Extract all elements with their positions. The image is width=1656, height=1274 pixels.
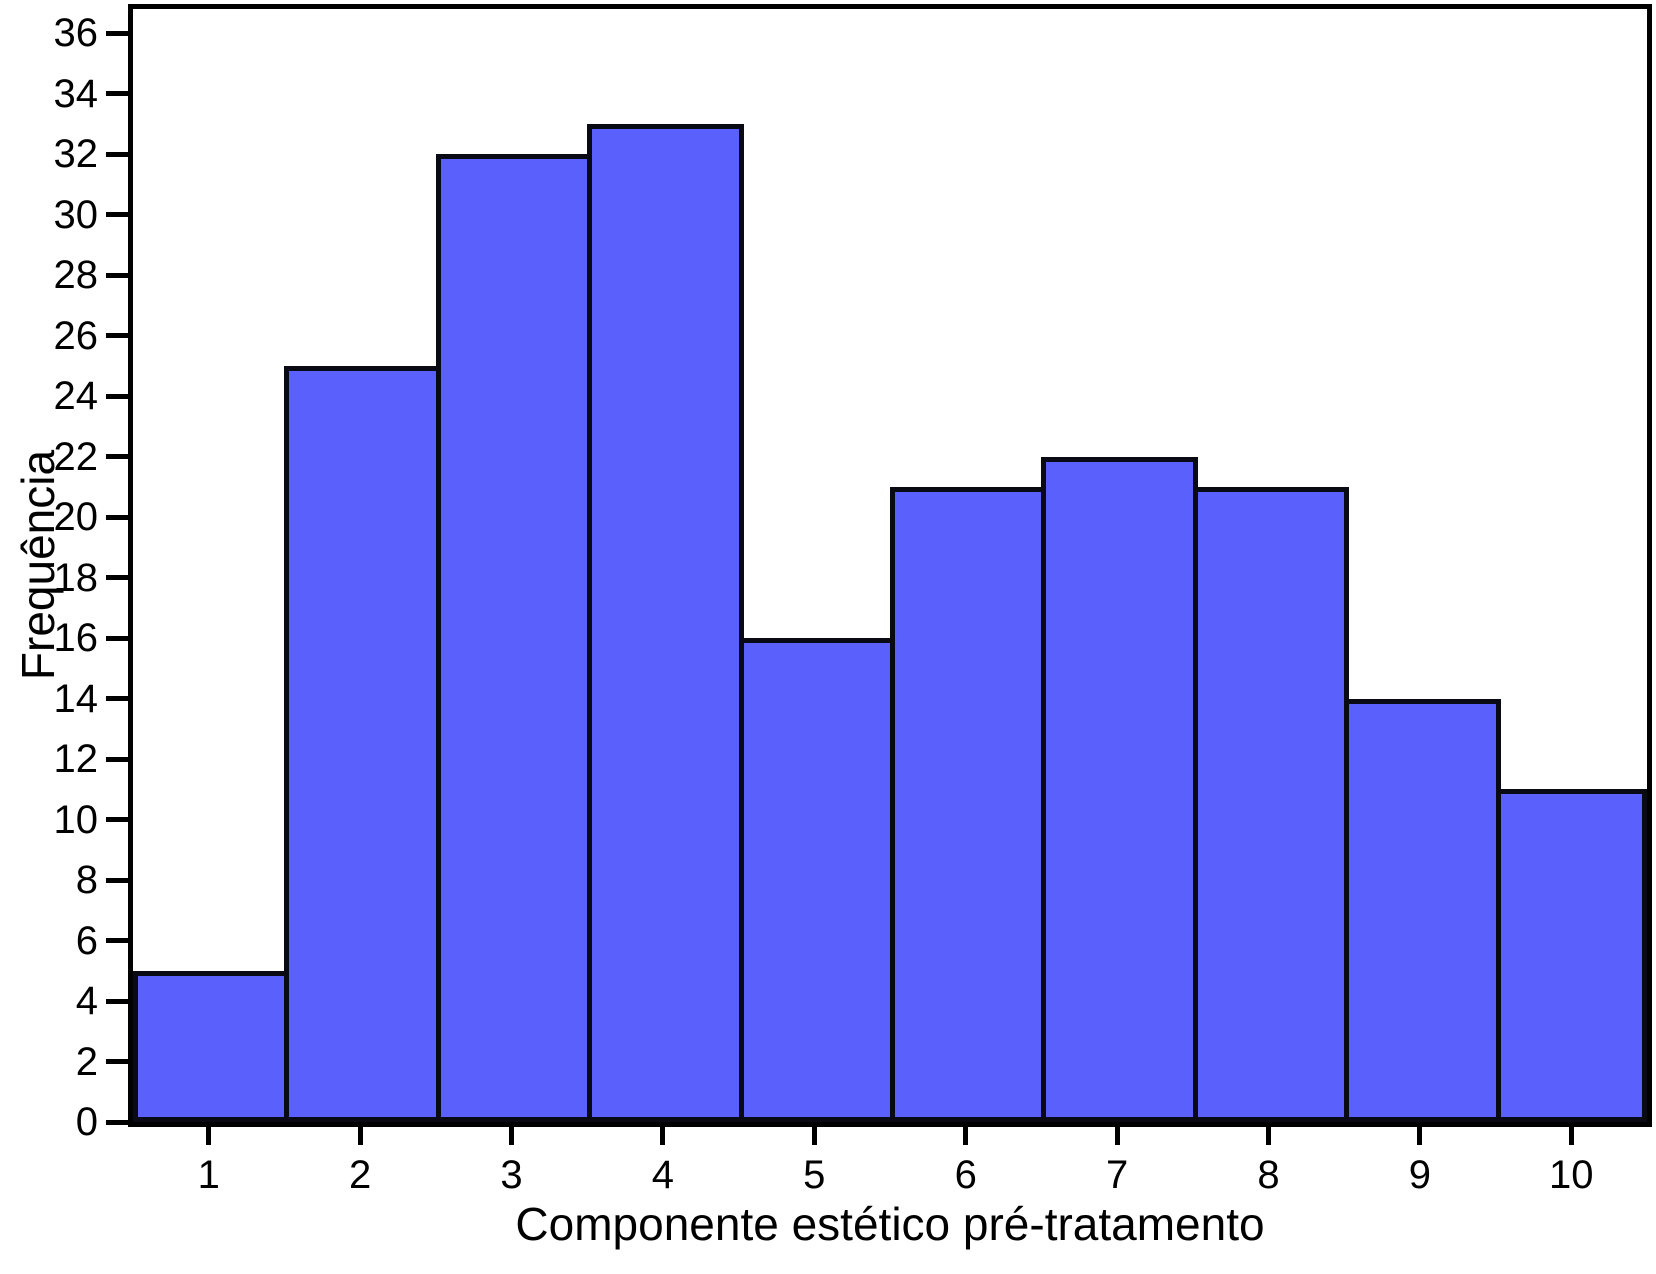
x-tick-mark xyxy=(357,1127,363,1145)
y-tick-mark xyxy=(106,817,128,823)
bar-10 xyxy=(1495,789,1647,1122)
bar-4 xyxy=(587,123,744,1122)
y-tick-label: 28 xyxy=(53,253,99,298)
y-tick-mark xyxy=(106,575,128,581)
x-tick-label: 2 xyxy=(348,1153,372,1197)
y-tick-label: 18 xyxy=(53,555,99,600)
y-tick-label: 36 xyxy=(53,11,99,56)
y-tick-mark xyxy=(106,333,128,339)
y-tick-mark xyxy=(106,212,128,218)
x-tick-mark xyxy=(963,1127,969,1145)
bar-7 xyxy=(1041,456,1198,1122)
y-tick-mark xyxy=(106,91,128,97)
bar-3 xyxy=(435,154,593,1122)
y-tick-label: 6 xyxy=(75,918,98,963)
y-tick-label: 2 xyxy=(75,1039,98,1084)
bar-8 xyxy=(1192,486,1350,1122)
x-tick-label: 10 xyxy=(1549,1153,1594,1197)
x-tick-label: 6 xyxy=(954,1153,977,1197)
x-tick-mark xyxy=(811,1127,817,1145)
x-tick-mark xyxy=(1568,1127,1574,1145)
bar-9 xyxy=(1344,698,1501,1122)
y-tick-mark xyxy=(106,1119,128,1125)
x-tick-label: 8 xyxy=(1257,1153,1280,1197)
x-tick-mark xyxy=(509,1127,514,1145)
y-tick-label: 14 xyxy=(53,676,99,721)
y-tick-mark xyxy=(106,151,128,157)
x-tick-mark xyxy=(1266,1127,1271,1145)
y-tick-label: 26 xyxy=(53,313,99,358)
y-tick-label: 0 xyxy=(75,1100,98,1144)
y-tick-mark xyxy=(106,454,128,460)
y-tick-mark xyxy=(106,938,128,944)
x-tick-label: 1 xyxy=(197,1153,220,1197)
y-tick-label: 4 xyxy=(75,979,98,1024)
y-tick-mark xyxy=(106,998,128,1004)
bar-6 xyxy=(890,486,1047,1122)
y-tick-mark xyxy=(106,30,128,36)
y-tick-label: 20 xyxy=(53,495,99,540)
x-tick-mark xyxy=(206,1127,212,1145)
bar-5 xyxy=(738,638,895,1122)
plot-area xyxy=(128,4,1652,1127)
x-tick-mark xyxy=(1114,1127,1120,1145)
y-tick-mark xyxy=(106,756,128,762)
x-tick-label: 4 xyxy=(651,1153,675,1197)
y-tick-label: 32 xyxy=(53,132,99,177)
x-tick-label: 9 xyxy=(1408,1153,1432,1197)
bar-2 xyxy=(284,365,441,1122)
y-tick-label: 10 xyxy=(53,797,99,842)
x-tick-mark xyxy=(1417,1127,1423,1145)
x-tick-label: 3 xyxy=(500,1153,523,1197)
y-tick-mark xyxy=(106,1059,128,1064)
bar-1 xyxy=(133,970,290,1122)
y-tick-mark xyxy=(106,877,128,883)
x-tick-label: 7 xyxy=(1105,1153,1129,1197)
y-tick-mark xyxy=(106,272,128,278)
y-tick-mark xyxy=(106,514,128,520)
y-tick-mark xyxy=(106,393,128,399)
y-tick-label: 30 xyxy=(53,192,99,237)
x-tick-mark xyxy=(660,1127,666,1145)
y-tick-label: 24 xyxy=(53,374,99,419)
y-tick-label: 8 xyxy=(75,858,98,903)
x-axis-title: Componente estético pré-tratamento xyxy=(515,1198,1265,1250)
y-tick-mark xyxy=(106,696,128,702)
y-tick-label: 22 xyxy=(53,434,99,479)
y-tick-label: 16 xyxy=(53,616,99,661)
y-tick-mark xyxy=(106,635,128,641)
x-tick-label: 5 xyxy=(803,1153,826,1197)
y-tick-label: 34 xyxy=(53,71,99,116)
y-tick-label: 12 xyxy=(53,737,99,782)
